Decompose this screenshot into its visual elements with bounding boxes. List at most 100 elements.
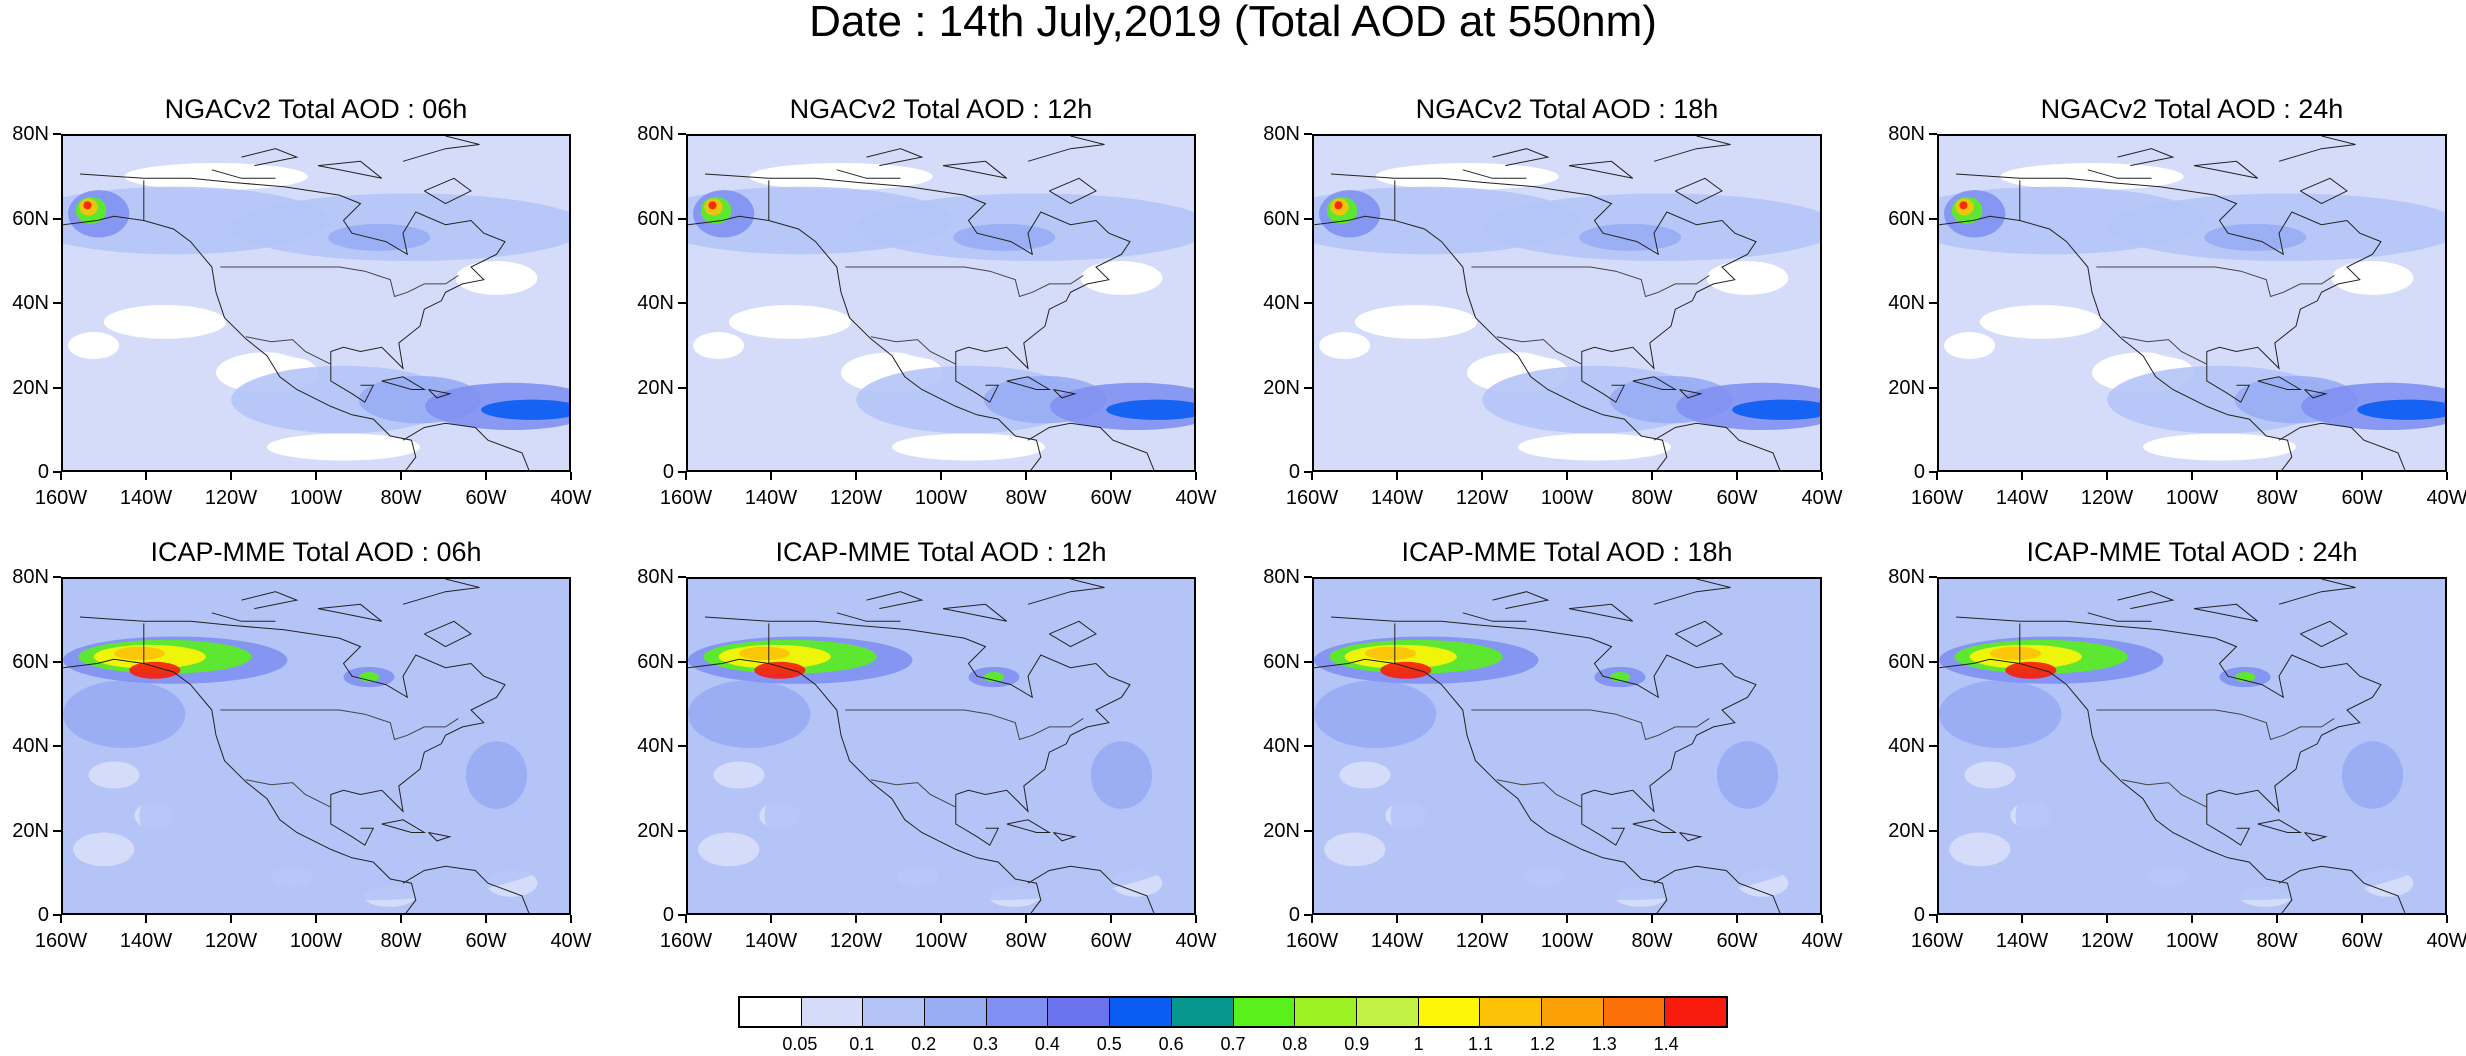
- lat-tick: [1929, 386, 1937, 389]
- lat-tick: [1929, 914, 1937, 916]
- lon-tick: [1195, 915, 1197, 923]
- lon-tick: [2021, 915, 2023, 923]
- aod-shading: [1939, 579, 2445, 913]
- lon-tick-label: 120W: [1455, 487, 1509, 509]
- lon-tick: [230, 915, 232, 923]
- lat-tick: [1304, 914, 1312, 916]
- lat-tick-label: 0: [662, 461, 674, 483]
- colorbar-box: [925, 998, 987, 1026]
- panel-title: NGACv2 Total AOD : 06h: [164, 94, 468, 124]
- lon-tick-label: 40W: [550, 930, 592, 952]
- lon-tick: [2361, 472, 2363, 480]
- lon-tick-label: 160W: [659, 487, 713, 509]
- lat-tick-label: 20N: [1263, 376, 1300, 399]
- lat-tick-label: 0: [1913, 904, 1925, 926]
- lat-tick: [1929, 660, 1937, 663]
- lon-tick: [1481, 915, 1483, 923]
- colorbar-label: 1.4: [1653, 1034, 1679, 1054]
- coastlines: [63, 136, 530, 470]
- lon-tick: [940, 472, 942, 480]
- lon-tick: [570, 915, 572, 923]
- lon-tick: [1651, 472, 1653, 480]
- lat-tick-label: 80N: [1263, 566, 1300, 588]
- lon-tick-label: 80W: [2256, 487, 2298, 509]
- lon-tick-label: 80W: [1631, 487, 1673, 509]
- lat-tick: [1929, 576, 1937, 578]
- lat-tick: [678, 471, 686, 473]
- panel-title: ICAP-MME Total AOD : 12h: [775, 537, 1107, 567]
- lat-tick-label: 60N: [1263, 650, 1300, 673]
- lon-tick: [1110, 472, 1112, 480]
- lat-tick-label: 40N: [1888, 735, 1925, 757]
- lon-tick-label: 60W: [1716, 487, 1758, 509]
- lat-tick: [53, 133, 61, 135]
- lon-tick-label: 80W: [1631, 930, 1673, 952]
- colorbar-box: [863, 998, 926, 1026]
- lon-tick-label: 40W: [2426, 930, 2466, 952]
- lat-tick-label: 60N: [12, 650, 49, 673]
- lat-tick-label: 0: [37, 461, 49, 483]
- lon-tick-label: 60W: [1090, 930, 1132, 952]
- lon-tick: [855, 915, 857, 923]
- lon-tick: [2191, 915, 2193, 923]
- aod-field: [688, 579, 1194, 913]
- lon-tick-label: 120W: [204, 930, 258, 952]
- colorbar-label: 1.2: [1529, 1034, 1555, 1054]
- lon-tick-label: 80W: [380, 487, 422, 509]
- lat-tick: [1304, 660, 1312, 663]
- lat-tick-label: 60N: [637, 650, 674, 673]
- aod-field: [1314, 136, 1820, 470]
- lon-tick: [1566, 472, 1568, 480]
- lon-tick-label: 100W: [2165, 930, 2219, 952]
- lon-tick: [855, 472, 857, 480]
- lon-tick: [1396, 915, 1398, 923]
- colorbar-box: [1295, 998, 1357, 1026]
- lat-tick-label: 20N: [1888, 376, 1925, 399]
- coastlines: [1314, 136, 1781, 470]
- aod-map: [1312, 134, 1822, 472]
- lat-tick: [53, 745, 61, 747]
- lon-tick: [2106, 915, 2108, 923]
- lat-tick: [1304, 217, 1312, 220]
- lat-tick: [53, 660, 61, 663]
- aod-map: [686, 577, 1196, 915]
- lon-tick-label: 100W: [289, 487, 343, 509]
- lon-tick-label: 100W: [1540, 487, 1594, 509]
- lat-tick-label: 80N: [1888, 566, 1925, 588]
- lat-tick-label: 80N: [1263, 123, 1300, 145]
- aod-field: [688, 136, 1194, 470]
- colorbar-box: [1541, 998, 1604, 1026]
- coastlines: [1939, 136, 2406, 470]
- panel-title: ICAP-MME Total AOD : 06h: [150, 537, 482, 567]
- lon-tick: [1736, 915, 1738, 923]
- lon-tick: [1396, 472, 1398, 480]
- colorbar-box: [986, 998, 1049, 1026]
- colorbar-label: 0.4: [1034, 1034, 1060, 1054]
- colorbar-box: [1048, 998, 1111, 1026]
- lon-tick: [940, 915, 942, 923]
- lon-tick: [770, 472, 772, 480]
- lon-tick-label: 120W: [2080, 487, 2134, 509]
- lon-tick-label: 120W: [2080, 930, 2134, 952]
- lat-tick-label: 80N: [12, 123, 49, 145]
- lon-tick-label: 40W: [1801, 930, 1843, 952]
- lat-tick-label: 40N: [12, 292, 49, 314]
- lat-tick: [1304, 386, 1312, 389]
- lon-tick: [2191, 472, 2193, 480]
- lon-tick-label: 60W: [1716, 930, 1758, 952]
- aod-colorbar: [738, 996, 1728, 1028]
- colorbar-box: [1480, 998, 1542, 1026]
- lat-tick: [678, 302, 686, 304]
- lat-tick: [1304, 829, 1312, 832]
- colorbar-box: [740, 998, 802, 1026]
- colorbar-label: 0.2: [911, 1034, 937, 1054]
- lat-tick-label: 80N: [1888, 123, 1925, 145]
- figure-title: Date : 14th July,2019 (Total AOD at 550n…: [809, 0, 1657, 46]
- lon-tick-label: 160W: [1910, 487, 1964, 509]
- lon-tick: [400, 915, 402, 923]
- colorbar-label: 0.6: [1158, 1034, 1184, 1054]
- colorbar-label: 0.5: [1096, 1034, 1122, 1054]
- lat-tick: [53, 386, 61, 389]
- lon-tick-label: 140W: [1995, 487, 2049, 509]
- lon-tick-label: 60W: [465, 930, 507, 952]
